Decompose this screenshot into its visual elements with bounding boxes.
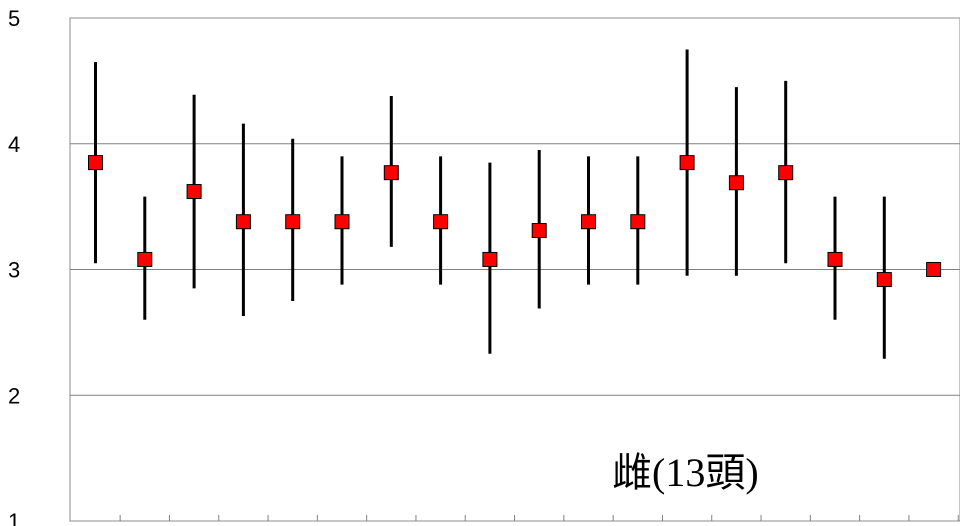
data-point [827, 251, 843, 267]
data-point [728, 175, 744, 191]
data-point [88, 155, 103, 171]
data-point [876, 272, 892, 288]
gridlines [70, 143, 960, 396]
data-point [482, 251, 498, 267]
y-tick-label: 2 [8, 383, 20, 408]
data-point [926, 262, 942, 277]
data-point [433, 214, 449, 230]
data-point [186, 184, 202, 200]
data-point [679, 155, 695, 171]
data-point [235, 214, 251, 230]
y-axis-tick-labels: 1 2 3 4 5 [8, 6, 20, 526]
y-tick-label: 4 [8, 132, 20, 157]
data-point [531, 223, 547, 239]
data-point [285, 214, 301, 230]
x-axis-ticks [119, 515, 959, 521]
data-point [778, 165, 794, 181]
data-point [137, 251, 153, 267]
data-point [383, 165, 399, 181]
data-point [630, 214, 646, 230]
data-point [581, 214, 596, 230]
y-tick-label: 5 [8, 6, 20, 31]
y-tick-label: 1 [8, 509, 20, 526]
y-tick-label: 3 [8, 258, 20, 283]
data-markers [88, 155, 942, 288]
data-point [334, 214, 350, 230]
chart-annotation: 雌(13頭) [612, 450, 759, 495]
